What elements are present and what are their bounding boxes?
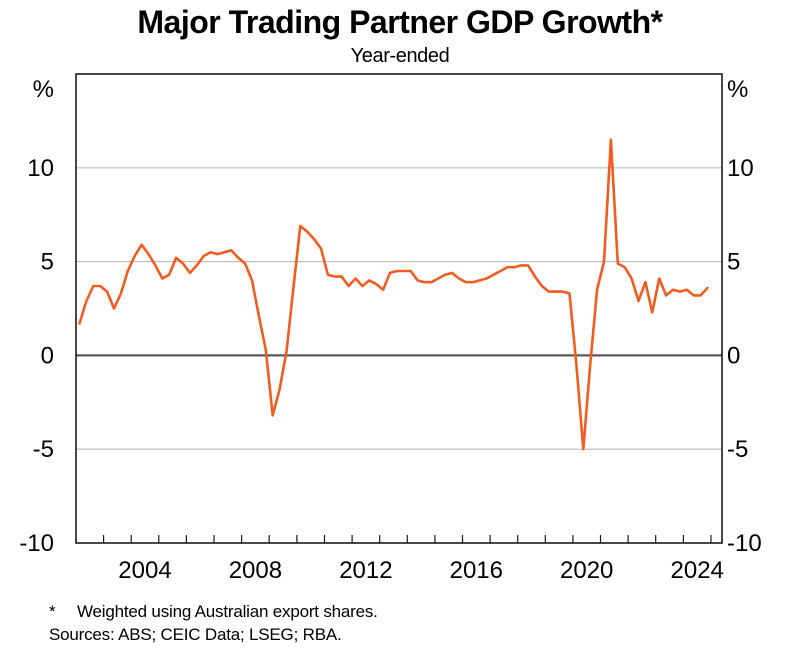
svg-text:10: 10 [27, 155, 54, 182]
svg-text:-10: -10 [727, 530, 762, 557]
svg-text:2004: 2004 [118, 557, 171, 584]
svg-text:2016: 2016 [450, 557, 503, 584]
chart-subtitle: Year-ended [350, 45, 450, 67]
svg-text:0: 0 [41, 342, 54, 369]
svg-text:2020: 2020 [560, 557, 613, 584]
sources-line: Sources: ABS; CEIC Data; LSEG; RBA. [49, 625, 342, 644]
svg-text:2024: 2024 [671, 557, 724, 584]
footnote: * Weighted using Australian export share… [49, 603, 378, 620]
svg-text:5: 5 [41, 249, 54, 276]
svg-text:2008: 2008 [229, 557, 282, 584]
svg-text:-10: -10 [19, 530, 54, 557]
svg-text:-5: -5 [33, 436, 54, 463]
svg-text:5: 5 [727, 249, 740, 276]
svg-text:-5: -5 [727, 436, 748, 463]
svg-text:%: % [33, 76, 54, 103]
svg-text:%: % [727, 76, 748, 103]
svg-text:2012: 2012 [339, 557, 392, 584]
svg-text:0: 0 [727, 342, 740, 369]
footnote-marker: * [49, 602, 56, 621]
chart-title: Major Trading Partner GDP Growth* [137, 4, 663, 40]
footnote-text: Weighted using Australian export shares. [77, 602, 378, 621]
svg-text:10: 10 [727, 155, 754, 182]
